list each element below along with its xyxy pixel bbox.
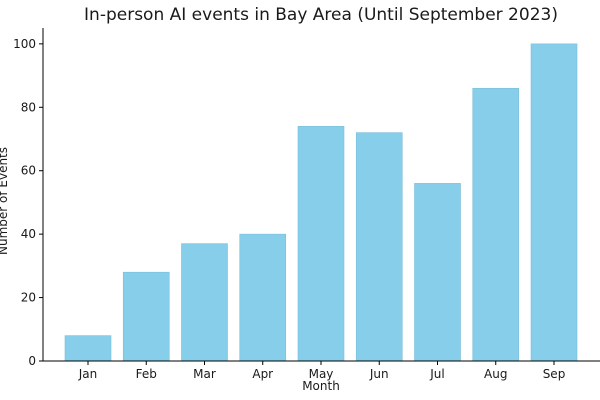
y-tick-label: 60 [21, 164, 36, 178]
chart-title: In-person AI events in Bay Area (Until S… [84, 5, 558, 25]
x-tick-label: May [309, 367, 334, 381]
bar-apr [239, 233, 287, 362]
x-axis-ticks: Jan Feb Mar Apr May Jun Jul Aug Sep [78, 361, 566, 381]
bar-may [297, 126, 345, 362]
bar-jan [64, 335, 112, 362]
bars-group [64, 43, 578, 362]
y-tick-label: 0 [28, 354, 36, 368]
x-tick-label: Jan [78, 367, 98, 381]
y-tick-label: 100 [13, 37, 36, 51]
bar-feb [122, 271, 170, 362]
y-tick-label: 40 [21, 227, 36, 241]
x-tick-label: Aug [484, 367, 507, 381]
x-tick-label: Jul [429, 367, 444, 381]
y-tick-label: 80 [21, 100, 36, 114]
y-tick-label: 20 [21, 291, 36, 305]
bar-aug [472, 87, 520, 362]
y-axis-label: Number of Events [0, 147, 10, 255]
x-tick-label: Jun [369, 367, 389, 381]
y-axis-ticks: 0 20 40 60 80 100 [13, 37, 43, 368]
bar-mar [181, 243, 228, 362]
x-tick-label: Mar [193, 367, 216, 381]
x-tick-label: Apr [252, 367, 273, 381]
x-tick-label: Sep [543, 367, 566, 381]
bar-sep [530, 43, 578, 362]
bar-jun [355, 132, 403, 362]
x-axis-label: Month [302, 379, 340, 393]
x-tick-label: Feb [136, 367, 157, 381]
bar-jul [414, 183, 461, 362]
